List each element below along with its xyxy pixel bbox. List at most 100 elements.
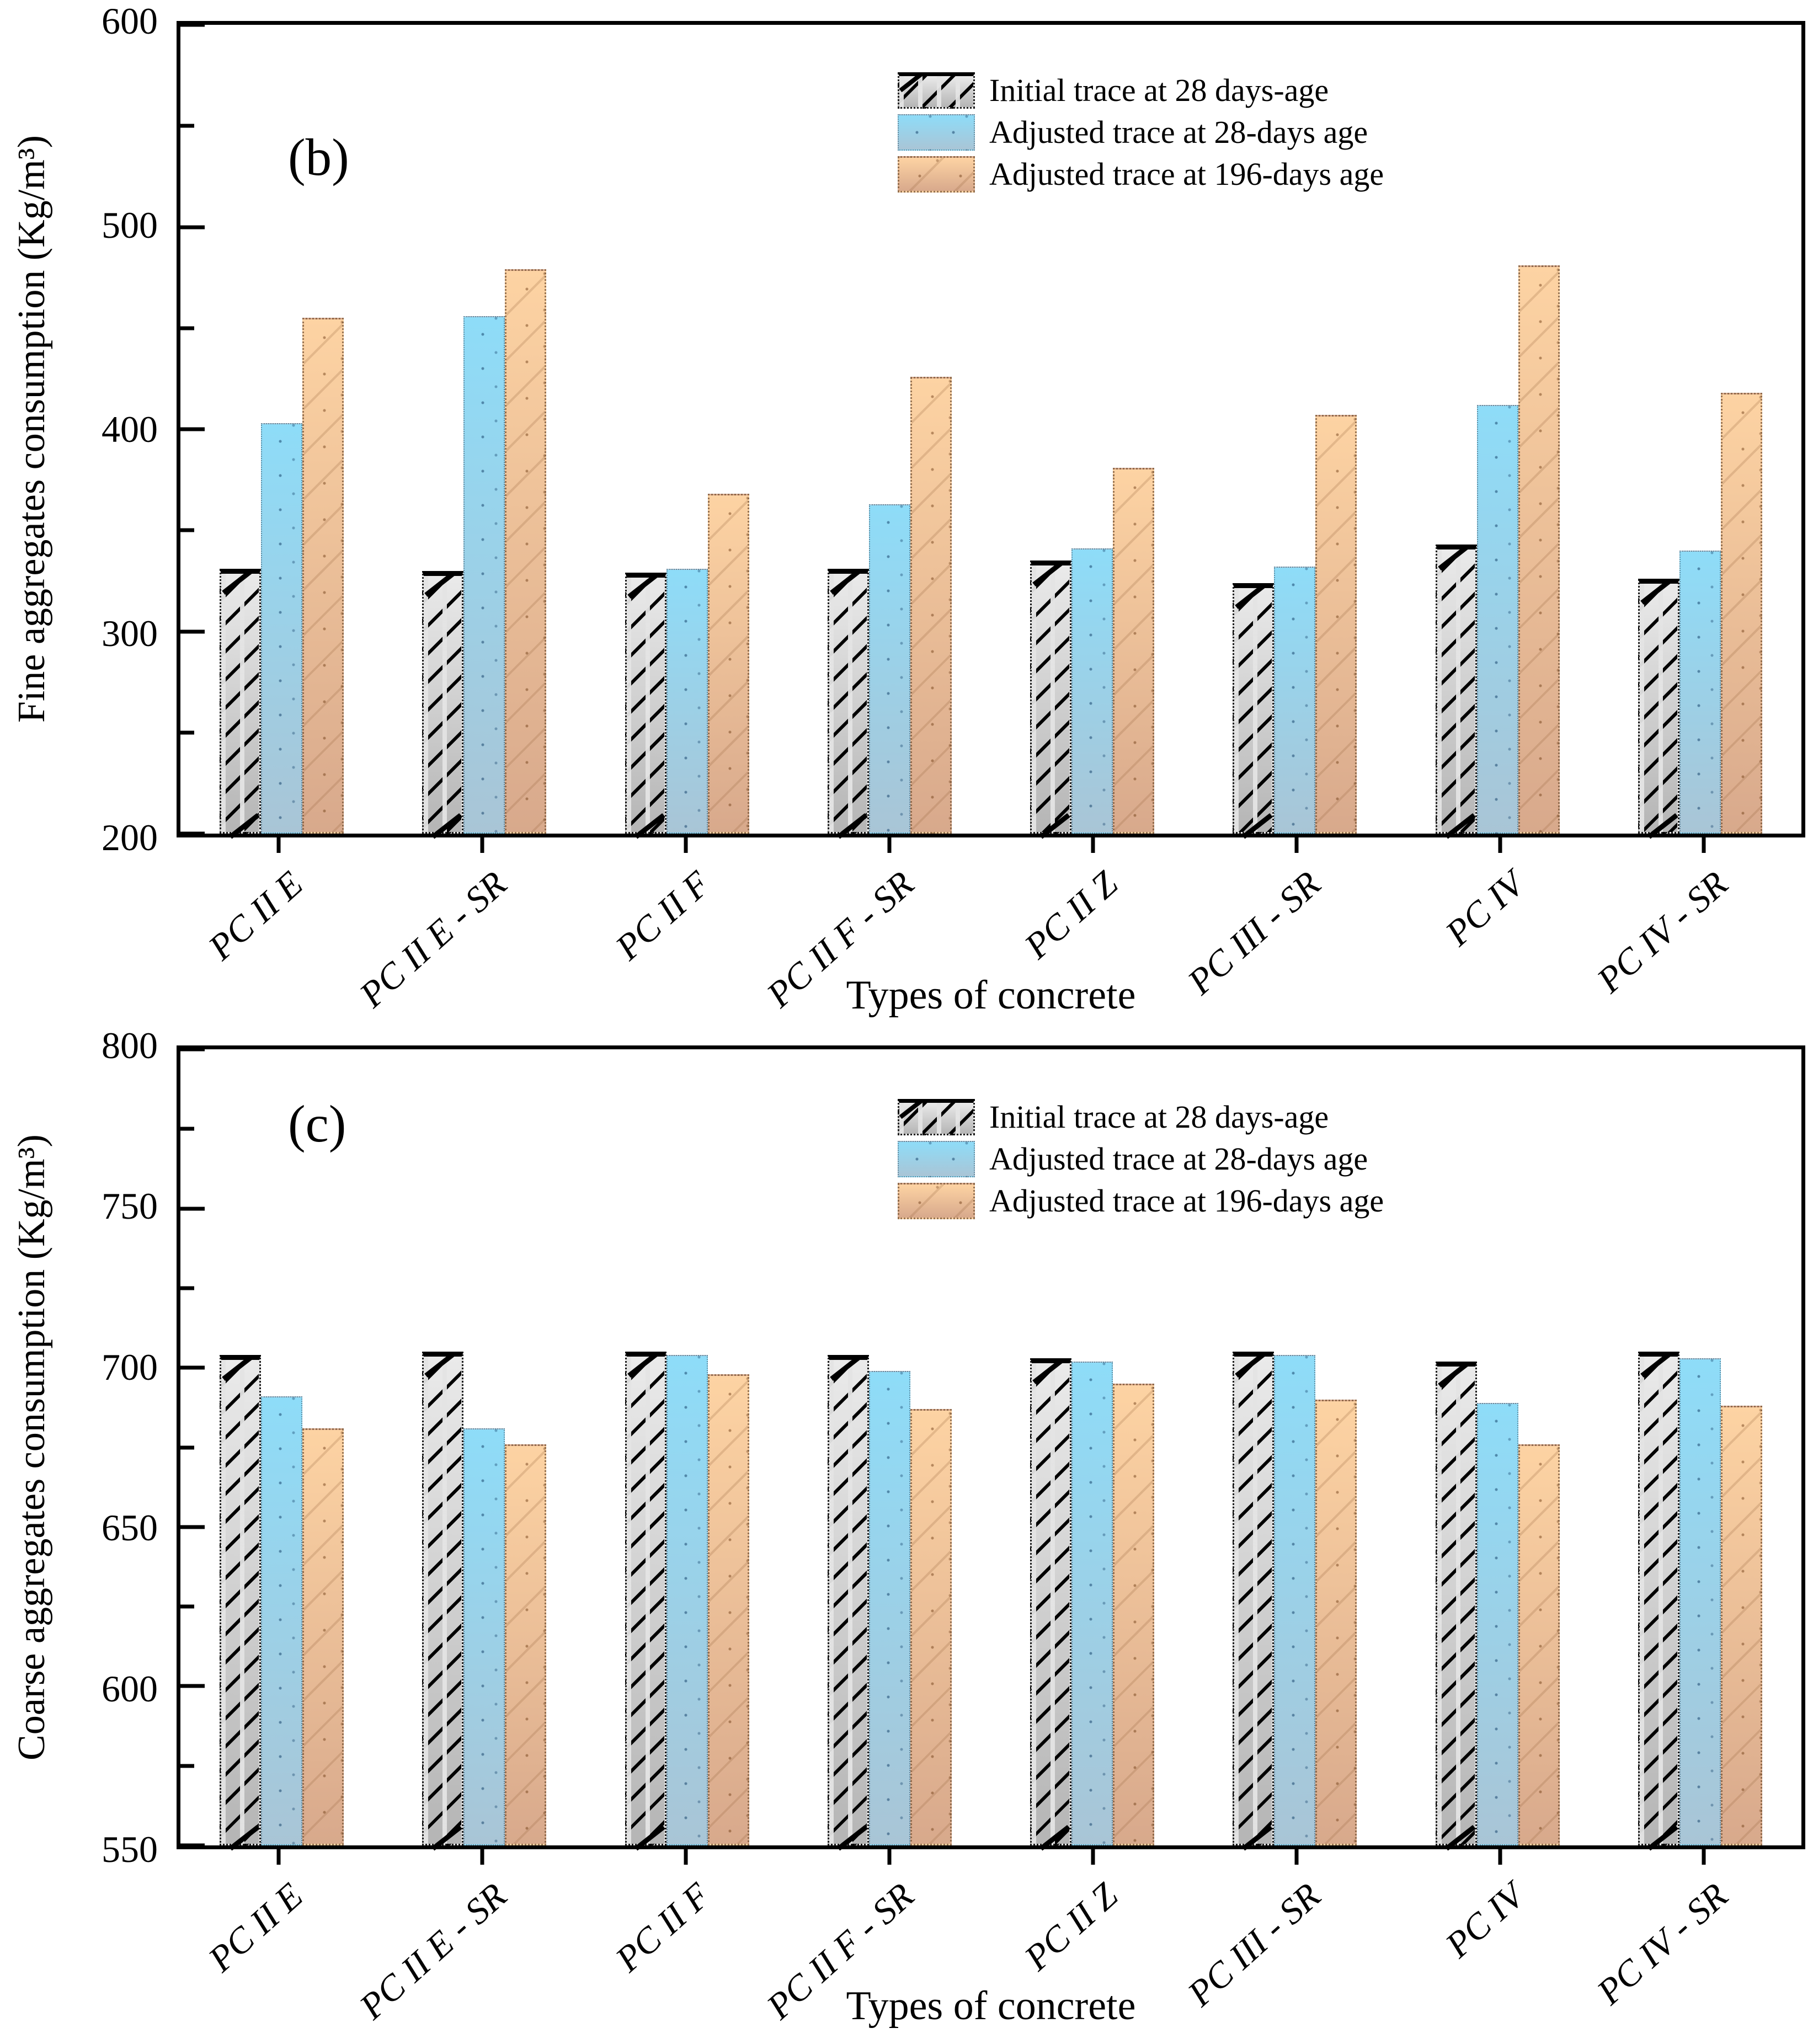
legend-swatch-adjusted-28 bbox=[898, 1141, 975, 1177]
bar bbox=[1435, 1361, 1477, 1845]
y-major-tick bbox=[180, 1207, 205, 1211]
bar bbox=[1113, 467, 1155, 834]
y-tick-labels: 600 500 400 300 200 bbox=[0, 2, 161, 856]
y-minor-tick bbox=[180, 1286, 194, 1290]
y-tick-label: 800 bbox=[102, 1024, 158, 1066]
x-tick bbox=[1702, 836, 1705, 853]
bar bbox=[1476, 405, 1518, 834]
legend-row: Adjusted trace at 196-days age bbox=[898, 156, 1384, 193]
y-major-tick bbox=[180, 1365, 205, 1370]
x-tick bbox=[276, 1848, 280, 1865]
y-tick-label: 500 bbox=[102, 204, 158, 246]
bar bbox=[1518, 1444, 1560, 1845]
bar bbox=[302, 318, 344, 834]
x-axis-title: Types of concrete bbox=[846, 1983, 1136, 2029]
panel-coarse-aggregates: Coarse aggregates consumption (Kg/m³) 80… bbox=[0, 1022, 1813, 2044]
x-tick bbox=[1498, 1848, 1502, 1865]
x-tick bbox=[1091, 836, 1095, 853]
bar bbox=[1233, 583, 1275, 834]
bar bbox=[505, 269, 547, 834]
bar bbox=[827, 568, 869, 834]
bar bbox=[1071, 548, 1113, 834]
bars-area bbox=[180, 25, 1801, 834]
bars-area bbox=[180, 1049, 1801, 1845]
x-tick bbox=[684, 1848, 687, 1865]
bar-group bbox=[383, 1049, 585, 1845]
bar-group bbox=[991, 1049, 1193, 1845]
legend-label: Adjusted trace at 196-days age bbox=[989, 156, 1384, 192]
y-major-tick bbox=[180, 831, 205, 836]
y-minor-tick bbox=[180, 326, 194, 330]
bar bbox=[1679, 550, 1721, 834]
bar bbox=[1030, 561, 1072, 834]
legend: Initial trace at 28 days-age Adjusted tr… bbox=[898, 72, 1384, 193]
y-major-tick bbox=[180, 1684, 205, 1688]
x-tick-label-text: PC IV bbox=[1438, 1875, 1532, 1966]
bar bbox=[1071, 1361, 1113, 1845]
x-tick bbox=[1294, 836, 1298, 853]
bar-group bbox=[586, 25, 788, 834]
y-minor-tick bbox=[180, 528, 194, 532]
legend-swatch-adjusted-28 bbox=[898, 114, 975, 151]
y-major-tick bbox=[180, 1843, 205, 1848]
x-tick-label-text: PC II F bbox=[608, 1875, 718, 1980]
x-tick bbox=[887, 1848, 891, 1865]
x-tick bbox=[480, 1848, 484, 1865]
bar bbox=[1638, 579, 1679, 834]
bar bbox=[1435, 544, 1477, 834]
y-tick-label: 300 bbox=[102, 612, 158, 654]
legend-label: Adjusted trace at 196-days age bbox=[989, 1183, 1384, 1219]
legend-label: Initial trace at 28 days-age bbox=[989, 1099, 1329, 1135]
legend-swatch-adjusted-196 bbox=[898, 156, 975, 193]
bar bbox=[666, 568, 708, 834]
bar bbox=[1679, 1358, 1721, 1845]
bar bbox=[910, 1409, 952, 1845]
bar-group bbox=[1599, 1049, 1801, 1845]
bar-group bbox=[788, 1049, 991, 1845]
legend-row: Initial trace at 28 days-age bbox=[898, 72, 1384, 109]
bar bbox=[868, 1370, 910, 1845]
bar bbox=[625, 573, 666, 834]
legend-row: Initial trace at 28 days-age bbox=[898, 1099, 1384, 1135]
x-tick bbox=[480, 836, 484, 853]
bar bbox=[302, 1428, 344, 1845]
y-major-tick bbox=[180, 23, 205, 27]
bar bbox=[1638, 1352, 1679, 1845]
bar-group bbox=[1396, 1049, 1599, 1845]
legend-row: Adjusted trace at 28-days age bbox=[898, 114, 1384, 151]
legend-label: Initial trace at 28 days-age bbox=[989, 72, 1329, 108]
y-tick-label: 600 bbox=[102, 0, 158, 42]
bar bbox=[910, 376, 952, 834]
y-tick-label: 700 bbox=[102, 1346, 158, 1388]
y-major-tick bbox=[180, 225, 205, 229]
bar bbox=[1518, 265, 1560, 834]
hatch-slash bbox=[899, 1103, 925, 1119]
legend-swatch-initial-28 bbox=[898, 72, 975, 109]
legend-row: Adjusted trace at 196-days age bbox=[898, 1183, 1384, 1219]
bar bbox=[220, 568, 262, 834]
bar bbox=[625, 1352, 666, 1845]
bar bbox=[827, 1355, 869, 1845]
hatch-slash bbox=[899, 76, 925, 93]
y-minor-tick bbox=[180, 1127, 194, 1131]
x-tick bbox=[1091, 1848, 1095, 1865]
bar bbox=[1274, 567, 1316, 834]
x-axis-title: Types of concrete bbox=[846, 973, 1136, 1018]
y-major-tick bbox=[180, 1525, 205, 1529]
bar-group bbox=[991, 25, 1193, 834]
bar-group bbox=[788, 25, 991, 834]
bar-group bbox=[1193, 25, 1396, 834]
bar bbox=[1720, 393, 1762, 834]
plot-area: (b) Initial trace at 28 days-age Adjuste… bbox=[177, 21, 1805, 837]
bar-group bbox=[1599, 25, 1801, 834]
y-minor-tick bbox=[180, 730, 194, 735]
x-ticks bbox=[177, 1848, 1805, 1870]
bar bbox=[261, 1396, 303, 1845]
bar bbox=[1274, 1355, 1316, 1845]
x-tick bbox=[1294, 1848, 1298, 1865]
x-tick-label-text: PC II F bbox=[608, 863, 718, 968]
y-major-tick bbox=[180, 427, 205, 431]
x-tick bbox=[276, 836, 280, 853]
x-tick-label-text: PC II Z bbox=[1016, 1875, 1125, 1978]
